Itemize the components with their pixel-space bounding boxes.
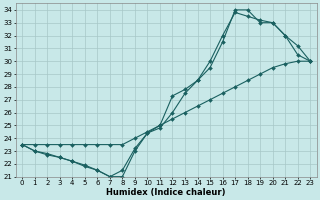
X-axis label: Humidex (Indice chaleur): Humidex (Indice chaleur) (107, 188, 226, 197)
